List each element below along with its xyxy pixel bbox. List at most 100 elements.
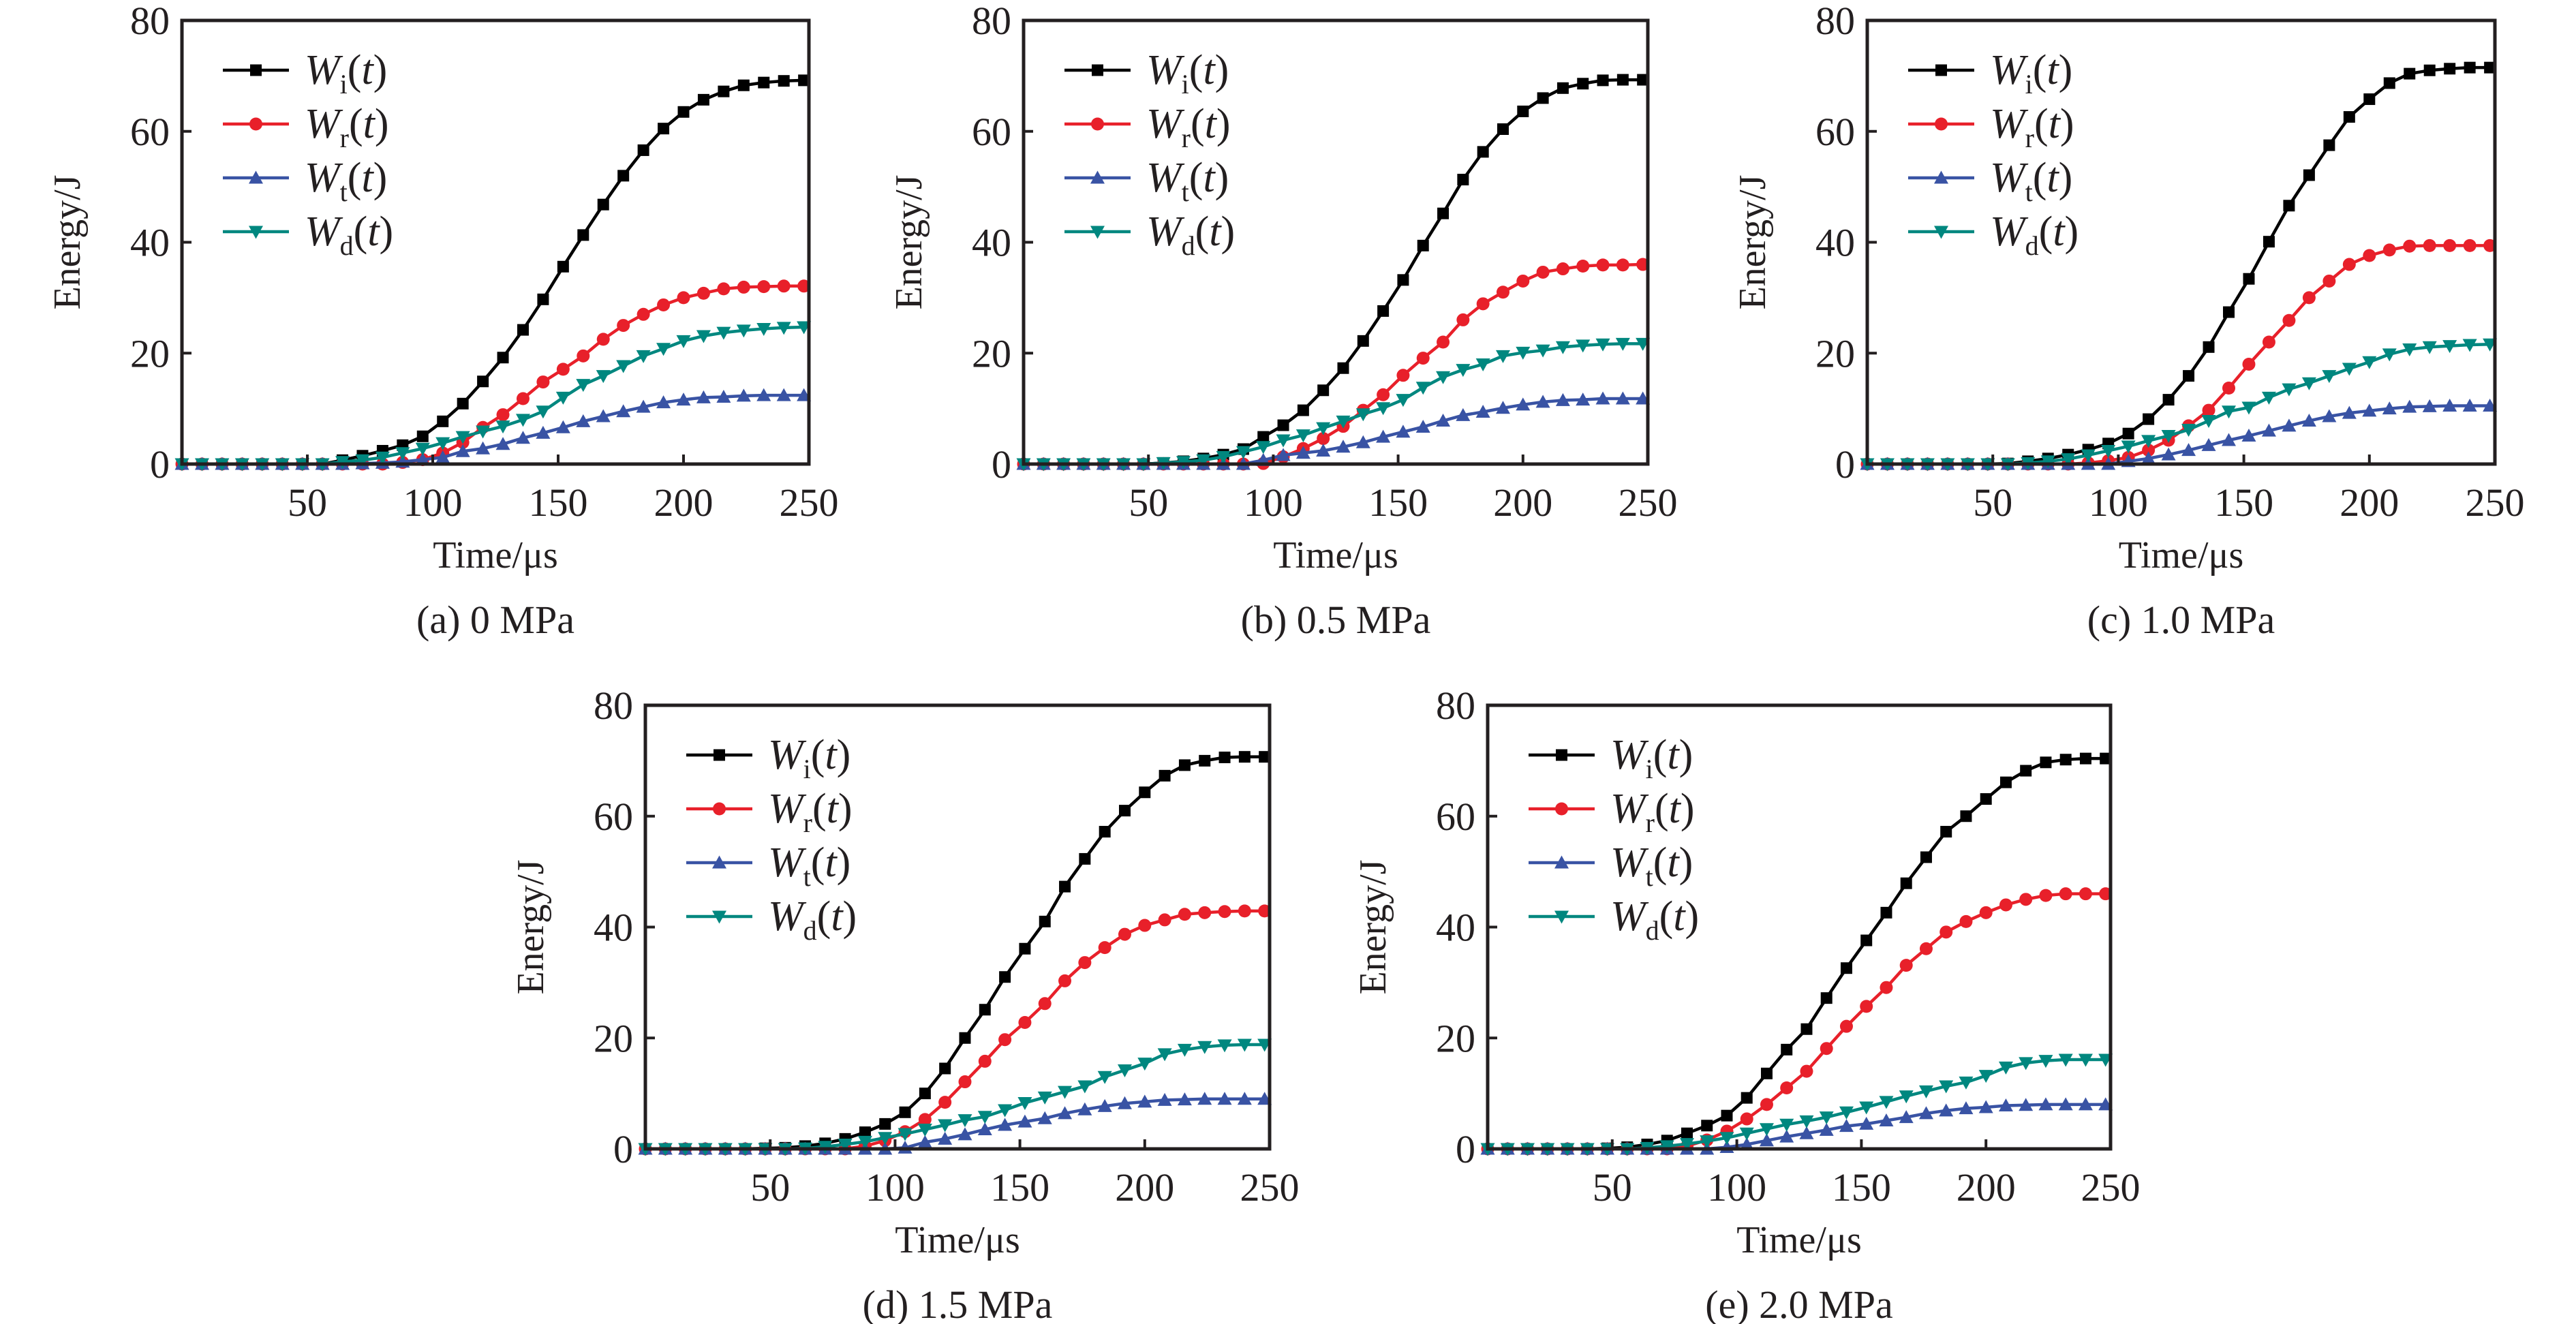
data-point-t xyxy=(977,1122,992,1136)
data-point-t xyxy=(476,441,491,455)
data-point-r xyxy=(2282,313,2296,327)
data-point-t xyxy=(1939,1103,1954,1117)
data-point-d xyxy=(395,447,410,461)
data-point-t xyxy=(1615,391,1630,405)
series-line-r xyxy=(182,284,804,466)
legend-symbol: W xyxy=(1990,155,2029,201)
data-point-d xyxy=(776,322,791,335)
plot-frame xyxy=(1865,18,2497,466)
data-point-d xyxy=(957,1114,972,1128)
data-point-t xyxy=(1475,405,1490,418)
chart-panel-b: 0 20 40 60 80 50 100 150 200 250 Time/μs Energy/J (b… xyxy=(888,0,1678,642)
legend-symbol: W xyxy=(1610,732,1649,778)
data-point-d xyxy=(1456,364,1471,378)
legend-subscript: d xyxy=(1182,230,1195,261)
legend-paren: ) xyxy=(843,893,857,940)
data-point-t xyxy=(2422,399,2437,412)
legend-paren: ( xyxy=(2039,209,2053,255)
data-point-d xyxy=(1739,1127,1754,1141)
data-point-d xyxy=(1336,415,1351,429)
data-point-r xyxy=(717,282,731,296)
data-point-i xyxy=(1437,207,1450,219)
data-point-r xyxy=(1058,974,1072,987)
data-point-t xyxy=(1859,1116,1874,1130)
legend-symbol: W xyxy=(305,155,343,201)
data-point-i xyxy=(457,397,469,410)
data-point-d xyxy=(1077,1080,1092,1094)
data-point-t xyxy=(1759,1133,1774,1147)
data-point-t xyxy=(1396,425,1411,438)
data-point-r xyxy=(2322,274,2336,288)
data-point-d xyxy=(455,431,470,444)
data-point-i xyxy=(1840,962,1852,974)
data-point-d xyxy=(1157,1048,1172,1062)
data-point-d xyxy=(596,370,611,384)
plot-frame xyxy=(643,703,1272,1151)
data-point-t xyxy=(1779,1129,1794,1143)
data-point-i xyxy=(1820,992,1833,1004)
data-point-t xyxy=(1237,1092,1252,1105)
legend-symbol: W xyxy=(1990,101,2029,147)
legend-label-r: Wr(t) xyxy=(1146,101,1231,153)
data-point-d xyxy=(2241,401,2256,415)
data-point-t xyxy=(776,388,791,401)
data-point-d xyxy=(576,379,591,392)
data-point-i xyxy=(537,293,549,305)
data-point-t xyxy=(555,420,570,433)
data-point-i xyxy=(2464,61,2476,74)
legend-arg: t xyxy=(831,893,844,940)
data-point-d xyxy=(2261,391,2276,405)
legend-paren: ( xyxy=(1653,840,1668,886)
legend-paren: ) xyxy=(1215,47,1229,93)
data-point-d xyxy=(1436,371,1451,384)
data-point-d xyxy=(2101,444,2116,458)
legend-symbol: W xyxy=(768,840,807,886)
data-point-i xyxy=(1178,759,1191,771)
data-point-i xyxy=(1317,384,1330,397)
y-tick-label: 20 xyxy=(972,331,1011,375)
data-point-d xyxy=(555,391,570,405)
data-point-i xyxy=(597,198,609,211)
data-point-r xyxy=(2242,358,2256,371)
data-point-i xyxy=(1039,915,1051,927)
legend-paren: ( xyxy=(2033,47,2047,93)
data-point-r xyxy=(596,333,610,346)
data-point-d xyxy=(736,324,751,338)
x-tick-label: 100 xyxy=(1244,480,1303,525)
data-point-d xyxy=(898,1128,913,1141)
legend: Wi(t)Wr(t)Wt(t)Wd(t) xyxy=(1064,47,1235,261)
series-line-d xyxy=(645,1043,1265,1151)
data-point-r xyxy=(1636,258,1650,271)
data-point-t xyxy=(756,388,771,401)
legend-label-i: Wi(t) xyxy=(1146,47,1229,99)
data-point-r xyxy=(2342,258,2356,271)
data-point-i xyxy=(2283,200,2295,212)
y-tick-label: 80 xyxy=(594,683,633,728)
data-point-d xyxy=(1495,350,1510,363)
data-point-i xyxy=(557,260,569,273)
legend-label-d: Wd(t) xyxy=(1146,209,1235,261)
series-line-d xyxy=(1024,342,1643,466)
data-point-t xyxy=(938,1131,953,1145)
data-point-t xyxy=(415,452,430,465)
data-point-t xyxy=(2058,1097,2073,1111)
x-tick-label: 200 xyxy=(1493,480,1552,525)
legend-label-d: Wd(t) xyxy=(768,893,857,946)
data-point-r xyxy=(1258,904,1272,918)
legend-subscript: d xyxy=(2025,230,2039,261)
data-point-r xyxy=(757,280,771,294)
x-axis-label: Time/μs xyxy=(1736,1219,1862,1261)
legend-paren: ( xyxy=(1195,209,1210,255)
legend-marker-d xyxy=(249,226,263,239)
y-tick-label: 40 xyxy=(594,906,633,950)
data-point-d xyxy=(636,350,651,363)
data-point-t xyxy=(1436,414,1451,427)
x-tick-label: 100 xyxy=(1707,1165,1766,1210)
data-point-i xyxy=(617,170,630,182)
data-point-i xyxy=(1059,880,1071,893)
legend-paren: ( xyxy=(1189,155,1203,201)
data-point-t xyxy=(1197,1092,1212,1105)
data-point-r xyxy=(1820,1042,1833,1056)
y-tick-label: 20 xyxy=(130,331,170,375)
data-point-d xyxy=(2121,440,2136,454)
